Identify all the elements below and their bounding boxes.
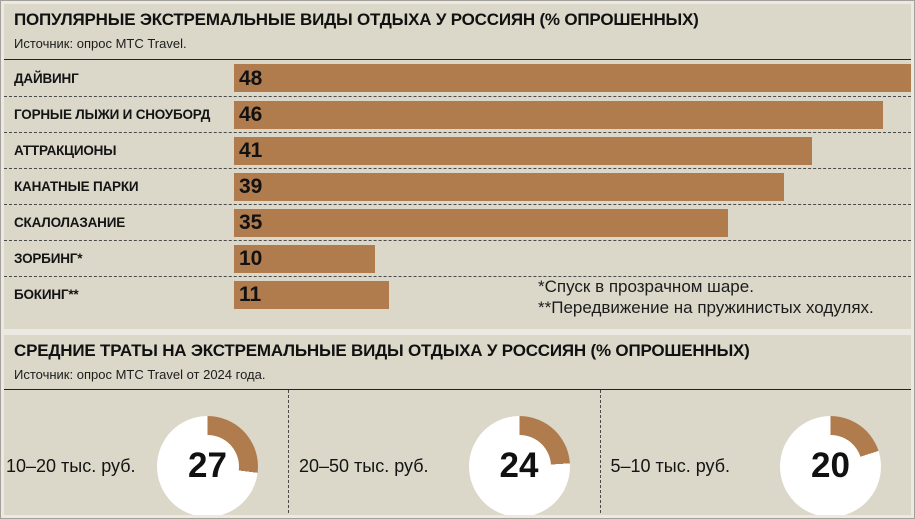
donut-label: 10–20 тыс. руб.: [6, 455, 136, 476]
panel-average-spending: СРЕДНИЕ ТРАТЫ НА ЭКСТРЕМАЛЬНЫЕ ВИДЫ ОТДЫ…: [4, 335, 911, 515]
donut-sections: 10–20 тыс. руб. 27 20–50 тыс. руб. 24 5–10 т…: [4, 389, 911, 515]
bar-track: 10: [234, 244, 911, 273]
bar-category-label: СКАЛОЛАЗАНИЕ: [14, 215, 126, 230]
bar-row: КАНАТНЫЕ ПАРКИ 39: [4, 168, 911, 204]
bar: 41: [234, 136, 813, 165]
donut-value: 20: [811, 446, 850, 485]
donut-section: 5–10 тыс. руб. 20: [599, 390, 912, 515]
donut-chart: 20: [780, 415, 881, 515]
bar: 10: [234, 244, 376, 273]
bar-row: СКАЛОЛАЗАНИЕ 35: [4, 204, 911, 240]
bottom-panel-header: СРЕДНИЕ ТРАТЫ НА ЭКСТРЕМАЛЬНЫЕ ВИДЫ ОТДЫ…: [4, 335, 911, 382]
bar-category-label: АТТРАКЦИОНЫ: [14, 143, 117, 158]
donut-section: 10–20 тыс. руб. 27: [4, 390, 288, 515]
bar-row: АТТРАКЦИОНЫ 41: [4, 132, 911, 168]
bar-track: 39: [234, 172, 911, 201]
bar-category-label: ГОРНЫЕ ЛЫЖИ И СНОУБОРД: [14, 107, 211, 122]
donut-label: 5–10 тыс. руб.: [610, 455, 731, 476]
bar: 11: [234, 280, 390, 309]
top-panel-title: ПОПУЛЯРНЫЕ ЭКСТРЕМАЛЬНЫЕ ВИДЫ ОТДЫХА У Р…: [14, 10, 699, 29]
footnote-zorbing: *Спуск в прозрачном шаре.: [538, 277, 754, 296]
bar-row: ДАЙВИНГ 48: [4, 60, 911, 96]
bottom-panel-source: Источник: опрос МТС Travel от 2024 года.: [14, 367, 266, 382]
donut-chart: 27: [157, 415, 258, 515]
bar-value-label: 46: [239, 103, 263, 126]
panel-extreme-activities: ПОПУЛЯРНЫЕ ЭКСТРЕМАЛЬНЫЕ ВИДЫ ОТДЫХА У Р…: [4, 4, 911, 329]
bar-category-label: КАНАТНЫЕ ПАРКИ: [14, 179, 139, 194]
donut-label: 20–50 тыс. руб.: [299, 455, 429, 476]
bar-value-label: 48: [239, 66, 263, 90]
bar-track: 48: [234, 64, 911, 92]
bar-track: 35: [234, 208, 911, 237]
bar: 39: [234, 172, 785, 201]
bar: 35: [234, 208, 728, 237]
bar-value-label: 11: [239, 283, 262, 306]
donut-value: 27: [188, 446, 227, 485]
bar: 48: [234, 64, 911, 92]
top-panel-header: ПОПУЛЯРНЫЕ ЭКСТРЕМАЛЬНЫЕ ВИДЫ ОТДЫХА У Р…: [4, 4, 911, 51]
bottom-panel-title: СРЕДНИЕ ТРАТЫ НА ЭКСТРЕМАЛЬНЫЕ ВИДЫ ОТДЫ…: [14, 341, 750, 360]
footnotes-block: *Спуск в прозрачном шаре. **Передвижение…: [538, 276, 874, 318]
bar-track: 46: [234, 100, 911, 129]
bar-row: ГОРНЫЕ ЛЫЖИ И СНОУБОРД 46: [4, 96, 911, 132]
footnote-boking: **Передвижение на пружинистых ходулях.: [538, 298, 874, 317]
donut-section: 20–50 тыс. руб. 24: [288, 390, 600, 515]
bar-track: 41: [234, 136, 911, 165]
bar-category-label: БОКИНГ**: [14, 287, 79, 302]
top-panel-source: Источник: опрос МТС Travel.: [14, 36, 187, 51]
bar-category-label: ЗОРБИНГ*: [14, 251, 83, 266]
bar: 46: [234, 100, 883, 129]
bar-value-label: 35: [239, 211, 263, 234]
bar-value-label: 41: [239, 139, 263, 162]
donut-value: 24: [499, 446, 539, 485]
bar-value-label: 10: [239, 247, 263, 270]
bar-value-label: 39: [239, 175, 263, 198]
bar-row: БОКИНГ** 11: [4, 276, 911, 312]
donut-chart: 24: [468, 415, 570, 515]
bar-category-label: ДАЙВИНГ: [14, 70, 79, 86]
bar-row: ЗОРБИНГ* 10: [4, 240, 911, 276]
bar-chart-rows: ДАЙВИНГ 48 ГОРНЫЕ ЛЫЖИ И СНОУБОРД 46 АТТРАКЦ…: [4, 59, 911, 312]
bar-track: 11: [234, 280, 911, 309]
